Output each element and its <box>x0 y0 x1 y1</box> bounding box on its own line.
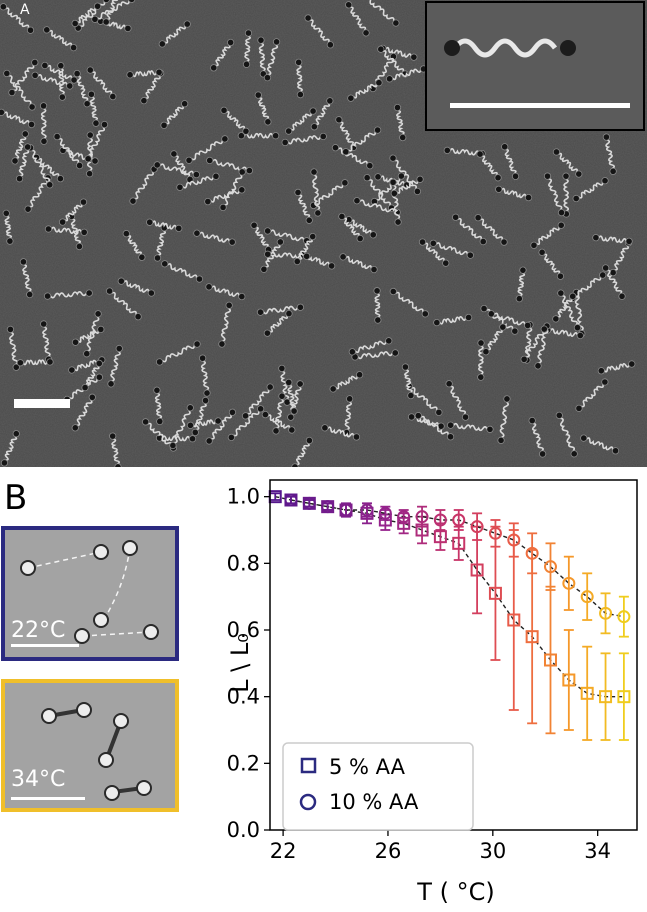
data-point-circle <box>599 606 613 620</box>
inset-scale-bar <box>450 103 630 108</box>
data-point-circle <box>433 513 447 527</box>
data-point-square <box>543 653 557 667</box>
x-tick-label: 34 <box>584 839 611 863</box>
y-tick-label: 0.0 <box>227 818 260 842</box>
legend-box <box>282 742 474 831</box>
data-point-circle <box>397 510 411 524</box>
legend-label-5pct: 5 % AA <box>329 755 406 779</box>
data-point-circle <box>617 610 631 624</box>
data-point-circle <box>415 510 429 524</box>
x-tick-label: 26 <box>375 839 402 863</box>
temperature-label-34c: 34°C <box>11 767 66 792</box>
data-point-square <box>580 686 594 700</box>
series-line-0 <box>275 495 624 698</box>
data-point-square <box>507 613 521 627</box>
data-point-square <box>452 536 466 550</box>
series-line-1 <box>290 499 625 618</box>
data-point-square <box>470 563 484 577</box>
data-point-square <box>488 586 502 600</box>
data-point-circle <box>452 513 466 527</box>
legend-label-10pct: 10 % AA <box>329 790 419 814</box>
inset-zoom <box>425 1 645 131</box>
data-point-circle <box>339 503 353 517</box>
micrograph-34c: 34°C <box>1 679 179 812</box>
scale-bar <box>14 399 70 408</box>
x-tick-label: 30 <box>479 839 506 863</box>
y-axis-label: L \ L₀ <box>226 633 254 693</box>
temperature-label-22c: 22°C <box>11 618 66 643</box>
micrograph-34c-image <box>5 683 175 808</box>
y-tick-label: 0.6 <box>227 618 260 642</box>
data-point-circle <box>302 496 316 510</box>
data-point-square <box>433 530 447 544</box>
data-point-circle <box>488 526 502 540</box>
y-tick-label: 0.2 <box>227 751 260 775</box>
legend-marker-circle <box>299 793 317 811</box>
y-tick-label: 0.4 <box>227 685 260 709</box>
data-point-square <box>562 673 576 687</box>
data-point-square <box>599 690 613 704</box>
data-point-circle <box>543 560 557 574</box>
legend: 5 % AA 10 % AA <box>282 742 474 831</box>
data-point-square <box>617 690 631 704</box>
y-tick-label: 0.8 <box>227 551 260 575</box>
micrograph-panel-a: A <box>0 0 647 467</box>
data-point-circle <box>562 576 576 590</box>
micrograph-22c: 22°C <box>1 526 179 661</box>
micrograph-22c-image <box>5 530 175 657</box>
data-point-square <box>525 630 539 644</box>
data-point-circle <box>525 546 539 560</box>
panel-a-letter: A <box>20 2 30 18</box>
data-point-circle <box>470 520 484 534</box>
data-point-circle <box>507 533 521 547</box>
y-tick-label: 1.0 <box>227 485 260 509</box>
data-point-circle <box>580 590 594 604</box>
data-point-circle <box>378 506 392 520</box>
panel-b-letter: B <box>4 478 28 518</box>
data-point-circle <box>360 503 374 517</box>
x-tick-label: 22 <box>270 839 297 863</box>
plot-area <box>268 490 631 741</box>
helix-particles <box>0 0 636 467</box>
length-vs-temperature-chart: 22 26 30 34 0.0 0.2 0.4 0.6 0.8 1.0 L \ L₀ T ( °C… <box>226 479 638 906</box>
data-point-circle <box>321 500 335 514</box>
x-axis-label: T ( °C) <box>416 878 494 906</box>
legend-marker-square <box>300 757 317 774</box>
data-point-circle <box>284 493 298 507</box>
